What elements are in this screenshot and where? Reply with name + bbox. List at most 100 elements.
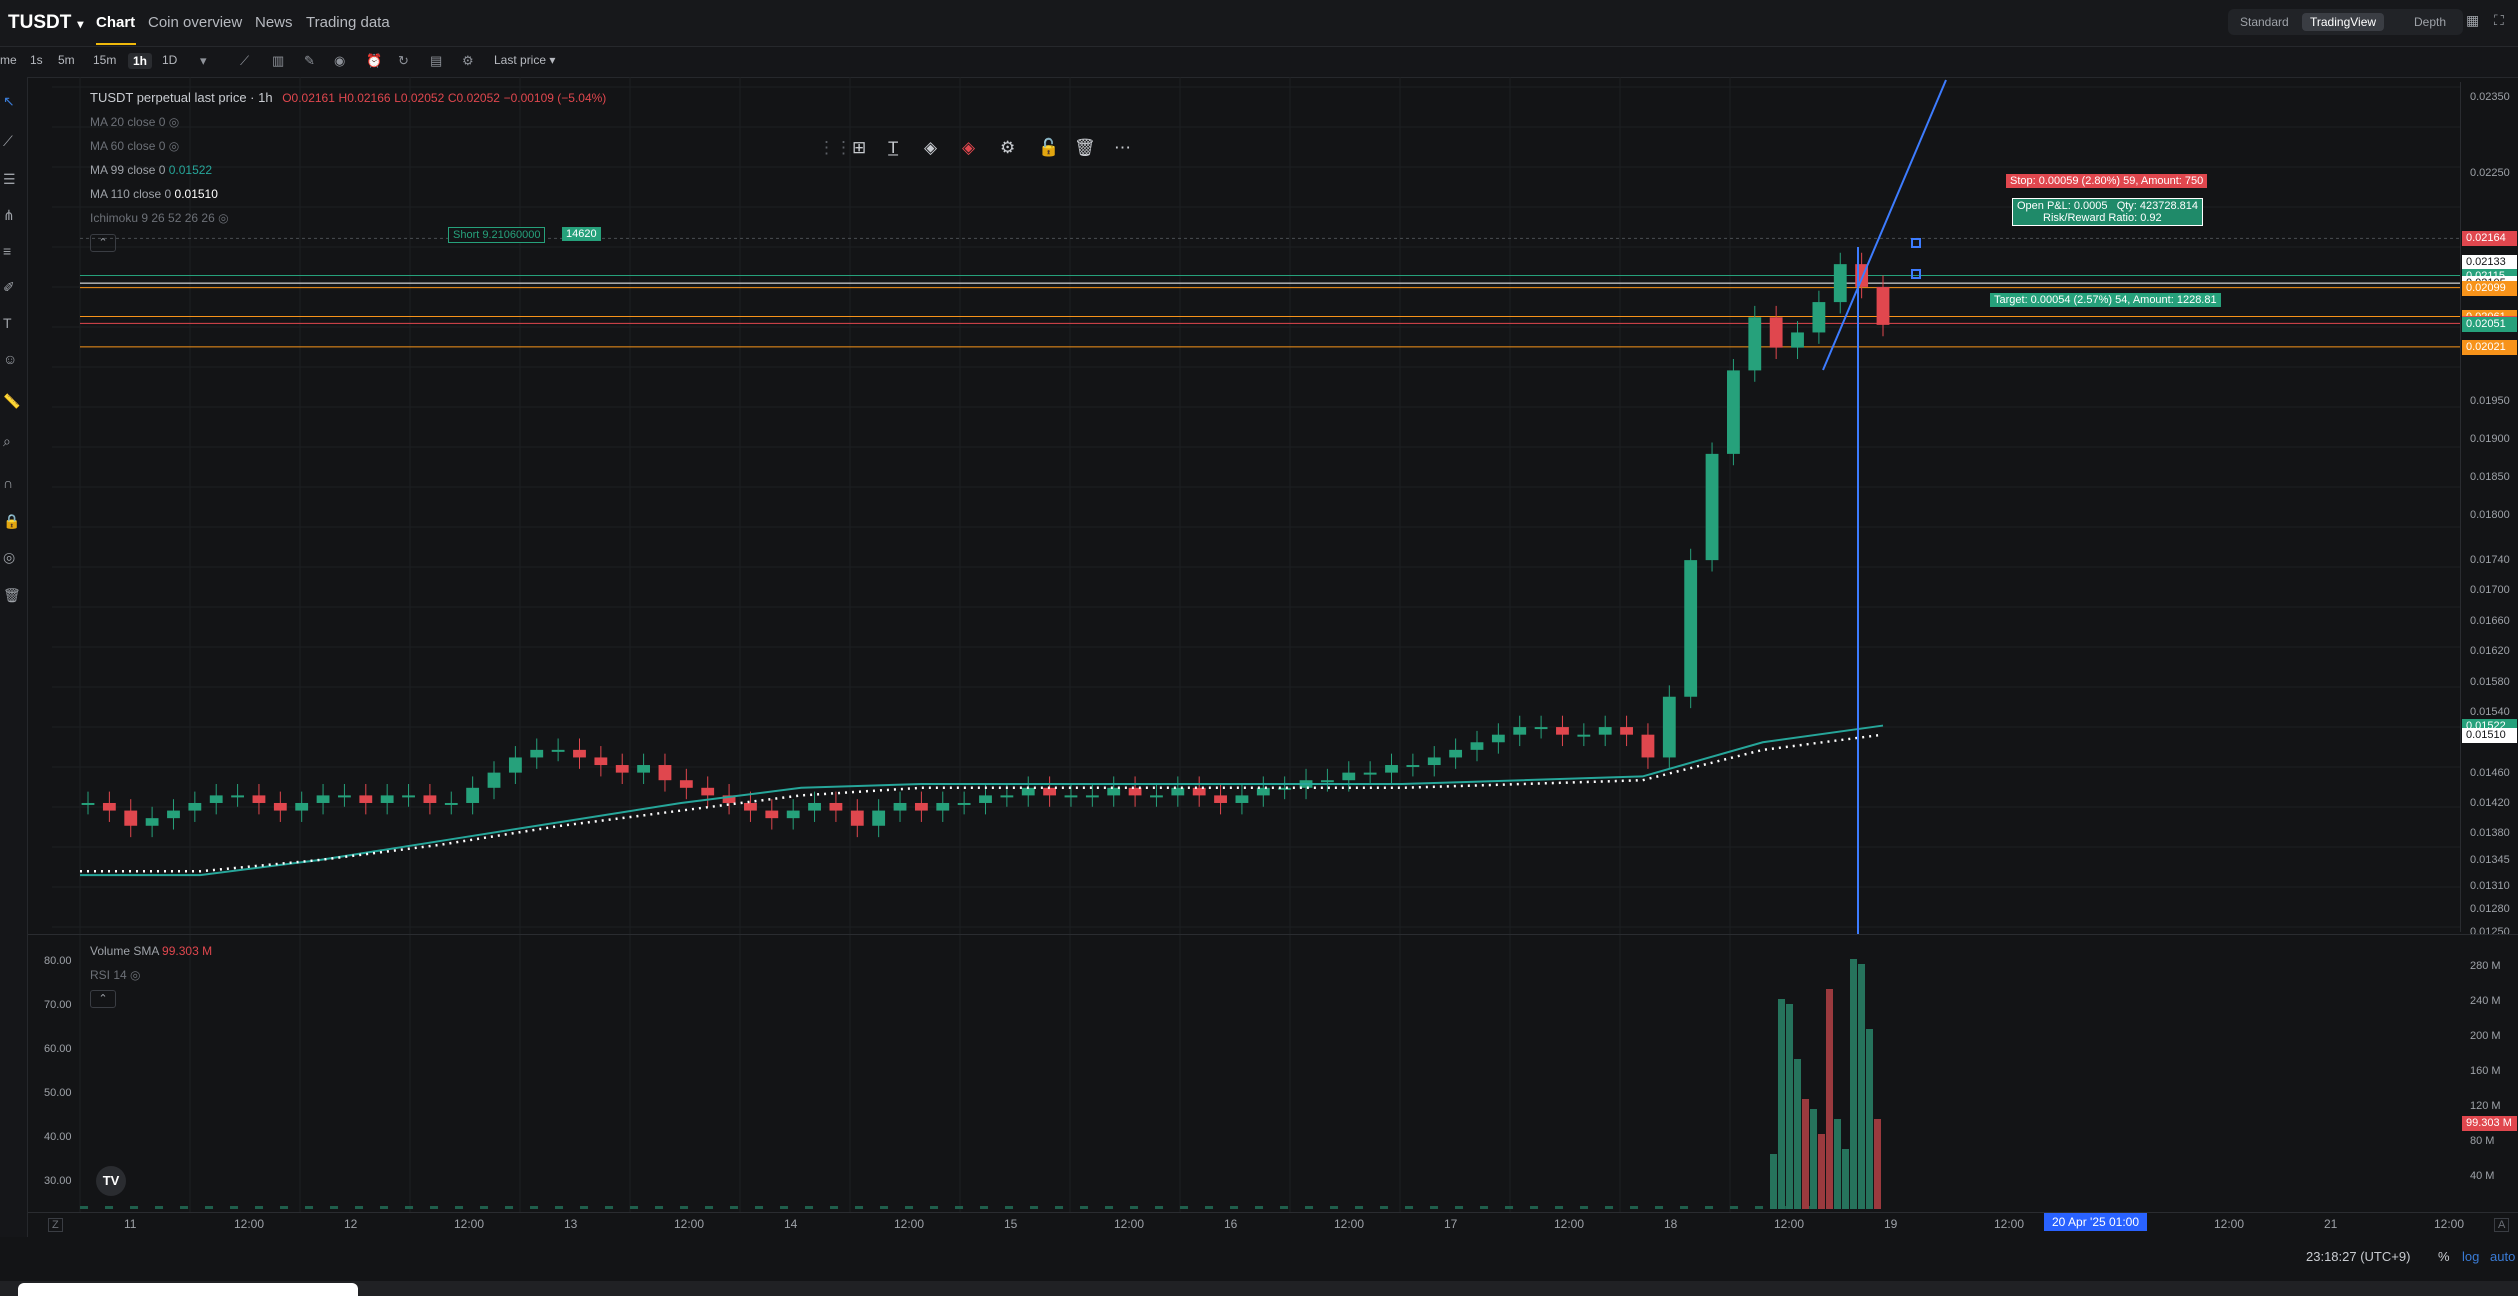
zoom-icon[interactable]: ⌕	[3, 433, 11, 449]
tradingview-logo[interactable]: TV	[96, 1166, 126, 1196]
horizontal-lines-icon[interactable]: ☰	[3, 171, 16, 187]
stop-label[interactable]: Stop: 0.00059 (2.80%) 59, Amount: 750	[2006, 174, 2208, 188]
view-depth[interactable]: Depth	[2414, 15, 2447, 29]
candle-body	[1043, 787, 1057, 796]
volume-bar	[1255, 1206, 1263, 1209]
collapse-volume-button[interactable]: ⌃	[90, 990, 116, 1008]
auto-toggle[interactable]: auto	[2490, 1249, 2516, 1264]
emoji-icon[interactable]: ☺	[3, 351, 18, 367]
short-position-label[interactable]: Short 9.21060000	[448, 227, 546, 243]
eye-off-icon[interactable]: ◎	[168, 115, 180, 129]
candle-body	[722, 795, 736, 803]
price-tick: 0.01345	[2470, 853, 2510, 866]
search-box[interactable]	[18, 1283, 358, 1296]
trendline-icon[interactable]: ⟋	[3, 133, 13, 149]
legend-ichimoku[interactable]: Ichimoku 9 26 52 26 26 ◎	[90, 211, 229, 225]
volume-bar	[330, 1206, 338, 1209]
fullscreen-icon[interactable]: ⛶	[2494, 12, 2504, 28]
volume-bar	[1778, 999, 1785, 1209]
lock-drawings-icon[interactable]: 🔒	[3, 513, 21, 529]
trend-drawing-line[interactable]	[1822, 79, 1947, 371]
timeframe-15m[interactable]: 15m	[93, 53, 117, 67]
timeframe-time[interactable]: me	[0, 53, 17, 67]
settings-icon[interactable]: ⚙	[462, 53, 474, 68]
text-color-icon[interactable]: T̲	[888, 138, 899, 157]
volume-bar	[880, 1206, 888, 1209]
delete-drawings-icon[interactable]: 🗑	[3, 587, 21, 603]
price-type-select[interactable]: Last price ▾	[494, 53, 555, 67]
pitchfork-icon[interactable]: ⋔	[3, 207, 15, 223]
alarm-icon[interactable]: ⏰	[366, 53, 383, 68]
more-icon[interactable]: ⋯	[1114, 138, 1131, 157]
candle-body	[1833, 264, 1847, 303]
timeframe-1h[interactable]: 1h	[128, 53, 153, 69]
tab-trading-data[interactable]: Trading data	[306, 14, 390, 31]
candle-type-icon[interactable]: ▥	[272, 53, 285, 68]
calendar-icon[interactable]: ▤	[430, 53, 443, 68]
ruler-icon[interactable]: 📏	[3, 393, 21, 409]
settings-icon[interactable]: ⚙	[1000, 138, 1016, 157]
drag-handle[interactable]	[1911, 269, 1921, 279]
pane-separator[interactable]	[28, 934, 2518, 935]
indicator-icon[interactable]: ⟋	[240, 53, 250, 68]
tab-news[interactable]: News	[255, 14, 293, 31]
collapse-legend-button[interactable]: ⌃	[90, 234, 116, 252]
magnet-icon[interactable]: ∩	[3, 475, 14, 491]
clock[interactable]: 23:18:27 (UTC+9)	[2306, 1249, 2411, 1264]
brush-icon[interactable]: ✐	[3, 279, 15, 295]
drag-grip-icon[interactable]: ⋮⋮	[818, 138, 852, 157]
log-toggle[interactable]: log	[2462, 1249, 2480, 1264]
volume-title: Volume SMA	[90, 944, 159, 958]
volume-bar	[855, 1206, 863, 1209]
view-tradingview[interactable]: TradingView	[2302, 13, 2385, 31]
fib-icon[interactable]: ≡	[3, 243, 12, 259]
text-icon[interactable]: T	[3, 315, 12, 331]
timeframe-5m[interactable]: 5m	[58, 53, 75, 67]
ma60-label: MA 60 close 0	[90, 139, 166, 153]
volume-tick: 160 M	[2470, 1065, 2501, 1077]
time-tick: 13	[564, 1217, 578, 1231]
ma99-label: MA 99 close 0	[90, 163, 166, 177]
chart-canvas[interactable]	[28, 77, 2460, 1212]
timeframe-1s[interactable]: 1s	[30, 53, 43, 67]
legend-ma110[interactable]: MA 110 close 0 0.01510	[90, 187, 218, 201]
volume-tick: 80 M	[2470, 1135, 2495, 1147]
cursor-icon[interactable]: ↖	[3, 93, 15, 109]
tab-coin-overview[interactable]: Coin overview	[148, 14, 243, 31]
drag-handle[interactable]	[1911, 238, 1921, 248]
view-standard[interactable]: Standard	[2240, 15, 2289, 29]
trash-icon[interactable]: 🗑	[1074, 138, 1096, 157]
volume-legend[interactable]: Volume SMA 99.303 M	[90, 944, 212, 958]
replay-icon[interactable]: ↻	[398, 53, 409, 68]
candle-body	[1641, 734, 1655, 758]
eye-off-icon[interactable]: ◎	[218, 211, 229, 225]
tab-chart[interactable]: Chart	[96, 14, 136, 31]
line-color-icon[interactable]: ◈	[962, 138, 976, 157]
symbol-selector[interactable]: TUSDT ▾	[8, 12, 83, 34]
rsi-legend[interactable]: RSI 14 ◎	[90, 968, 141, 982]
zoom-icon[interactable]: Z	[48, 1218, 63, 1232]
legend-ma60[interactable]: MA 60 close 0 ◎	[90, 139, 179, 153]
eye-off-icon[interactable]: ◎	[168, 139, 180, 153]
target-label[interactable]: Target: 0.00054 (2.57%) 54, Amount: 1228…	[1990, 293, 2221, 307]
timeframe-1d[interactable]: 1D	[162, 53, 178, 67]
legend-ma20[interactable]: MA 20 close 0 ◎	[90, 115, 179, 129]
layout-icon[interactable]: ▦	[2466, 12, 2480, 28]
pnl-box[interactable]: Open P&L: 0.0005 Qty: 423728.814 Risk/Re…	[2012, 198, 2204, 226]
price-tick: 0.01280	[2470, 903, 2510, 916]
hide-drawings-icon[interactable]: ◎	[3, 549, 16, 565]
candle-body	[380, 795, 394, 803]
price-axis[interactable]	[2460, 82, 2518, 932]
eye-off-icon[interactable]: ◎	[130, 968, 141, 982]
fill-color-icon[interactable]: ◈	[924, 138, 938, 157]
auto-scale-icon[interactable]: A	[2494, 1218, 2510, 1232]
draw-icon[interactable]: ✎	[304, 53, 315, 68]
lock-icon[interactable]: 🔓	[1038, 138, 1060, 157]
legend-ma99[interactable]: MA 99 close 0 0.01522	[90, 163, 212, 177]
chevron-down-icon[interactable]: ▾	[200, 53, 207, 68]
volume-bar	[980, 1206, 988, 1209]
time-tick: 19	[1884, 1217, 1898, 1231]
camera-icon[interactable]: ◉	[334, 53, 346, 68]
percent-toggle[interactable]: %	[2438, 1249, 2450, 1264]
template-icon[interactable]: ⊞	[852, 138, 867, 157]
